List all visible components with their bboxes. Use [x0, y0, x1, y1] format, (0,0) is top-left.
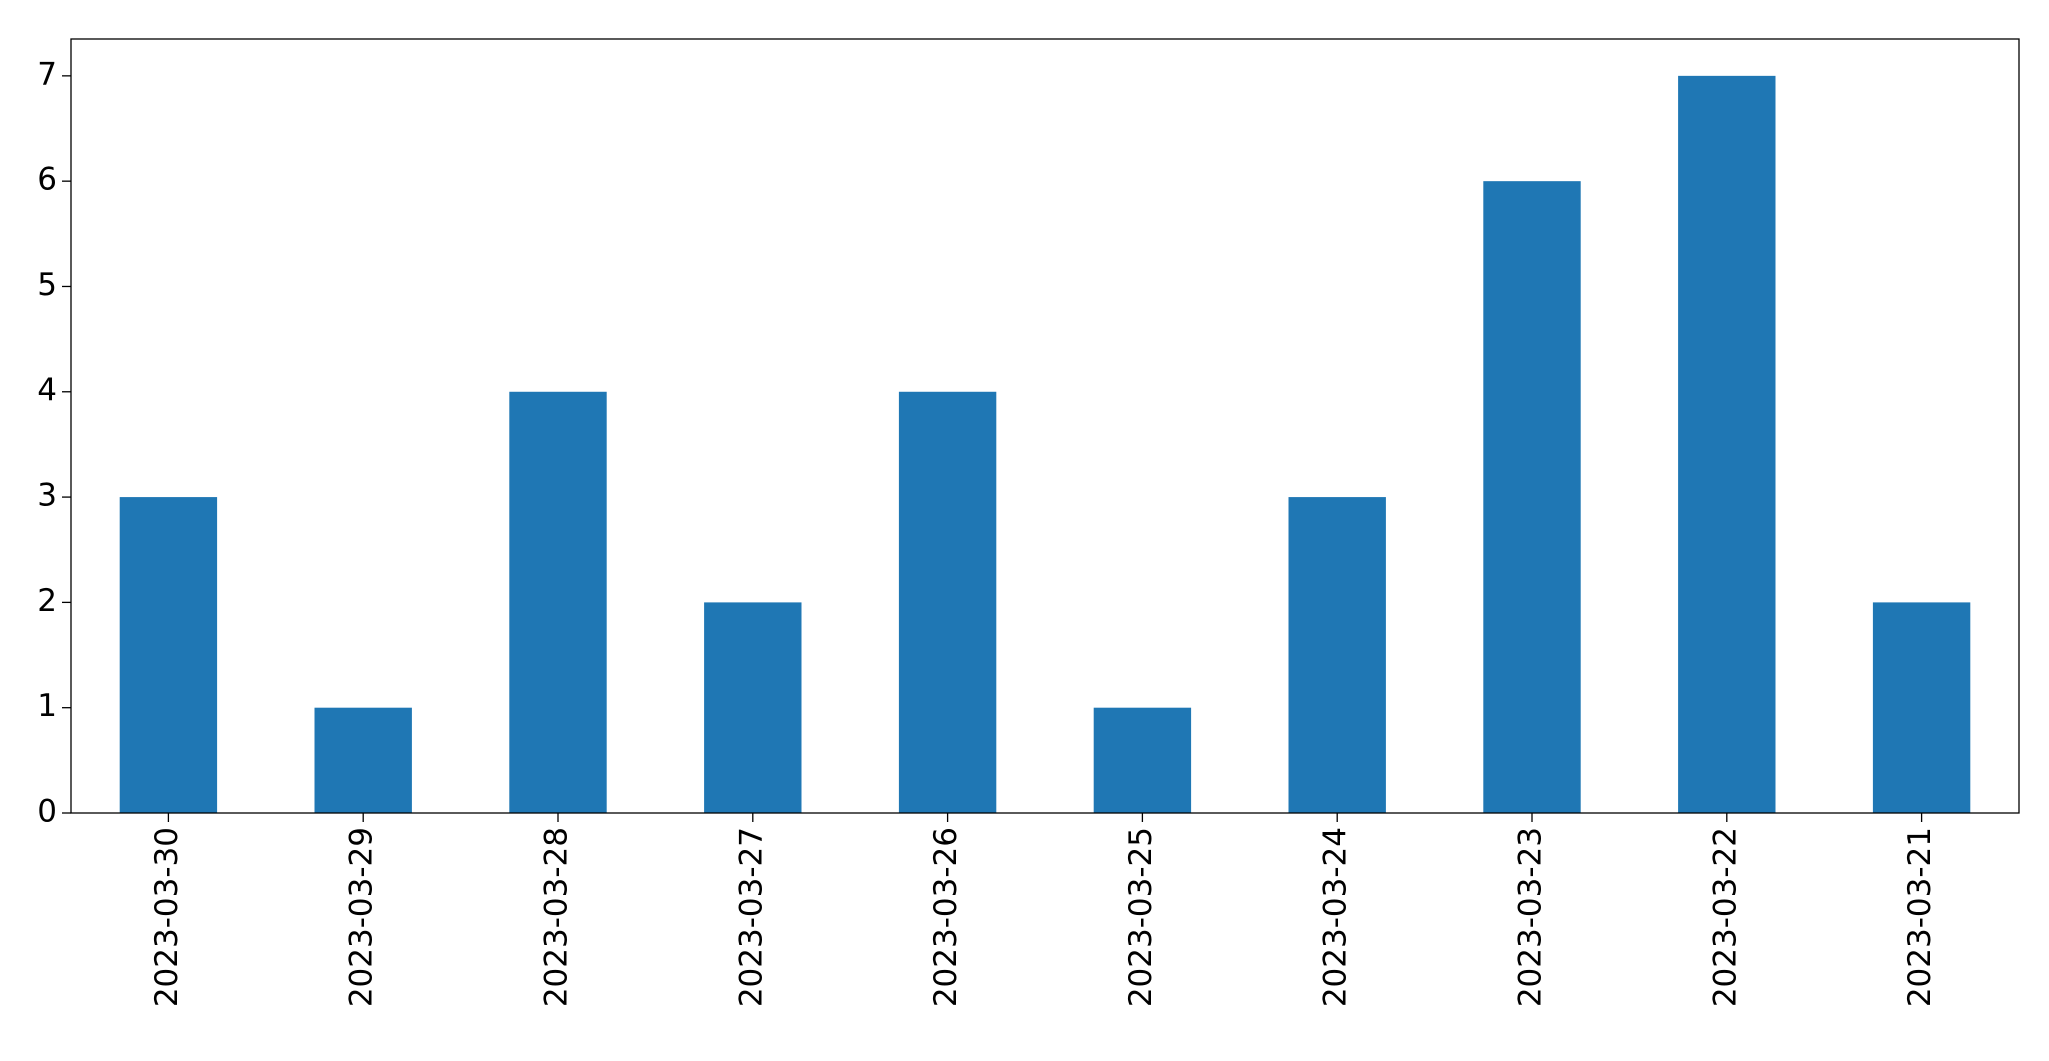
- x-tick-label: 2023-03-27: [733, 827, 769, 1007]
- bar: [1678, 75, 1776, 814]
- bar: [1872, 602, 1971, 813]
- y-tick-label: 4: [37, 372, 57, 408]
- x-tick-label: 2023-03-25: [1123, 827, 1159, 1007]
- bar: [704, 602, 802, 813]
- bar: [1093, 707, 1192, 813]
- x-tick-label: 2023-03-29: [344, 827, 380, 1007]
- x-tick-label: 2023-03-28: [539, 827, 575, 1007]
- x-tick-label: 2023-03-26: [928, 827, 964, 1007]
- bar: [1288, 497, 1386, 813]
- y-tick-label: 2: [37, 583, 57, 619]
- y-tick-label: 7: [37, 56, 57, 92]
- y-tick-label: 1: [37, 688, 57, 724]
- y-tick-label: 6: [37, 162, 57, 198]
- x-tick-label: 2023-03-21: [1902, 827, 1938, 1007]
- x-tick-label: 2023-03-22: [1707, 827, 1743, 1007]
- bar: [509, 391, 607, 813]
- bar: [898, 391, 997, 813]
- y-tick-label: 3: [37, 478, 57, 514]
- y-tick-label: 0: [37, 794, 57, 830]
- x-tick-label: 2023-03-23: [1513, 827, 1549, 1007]
- plot-frame: [70, 38, 2020, 814]
- x-tick-label: 2023-03-24: [1318, 827, 1354, 1007]
- x-tick-label: 2023-03-30: [149, 827, 185, 1007]
- bar: [119, 497, 218, 813]
- bar: [1483, 181, 1581, 813]
- bar: [314, 707, 412, 813]
- y-tick-label: 5: [37, 267, 57, 303]
